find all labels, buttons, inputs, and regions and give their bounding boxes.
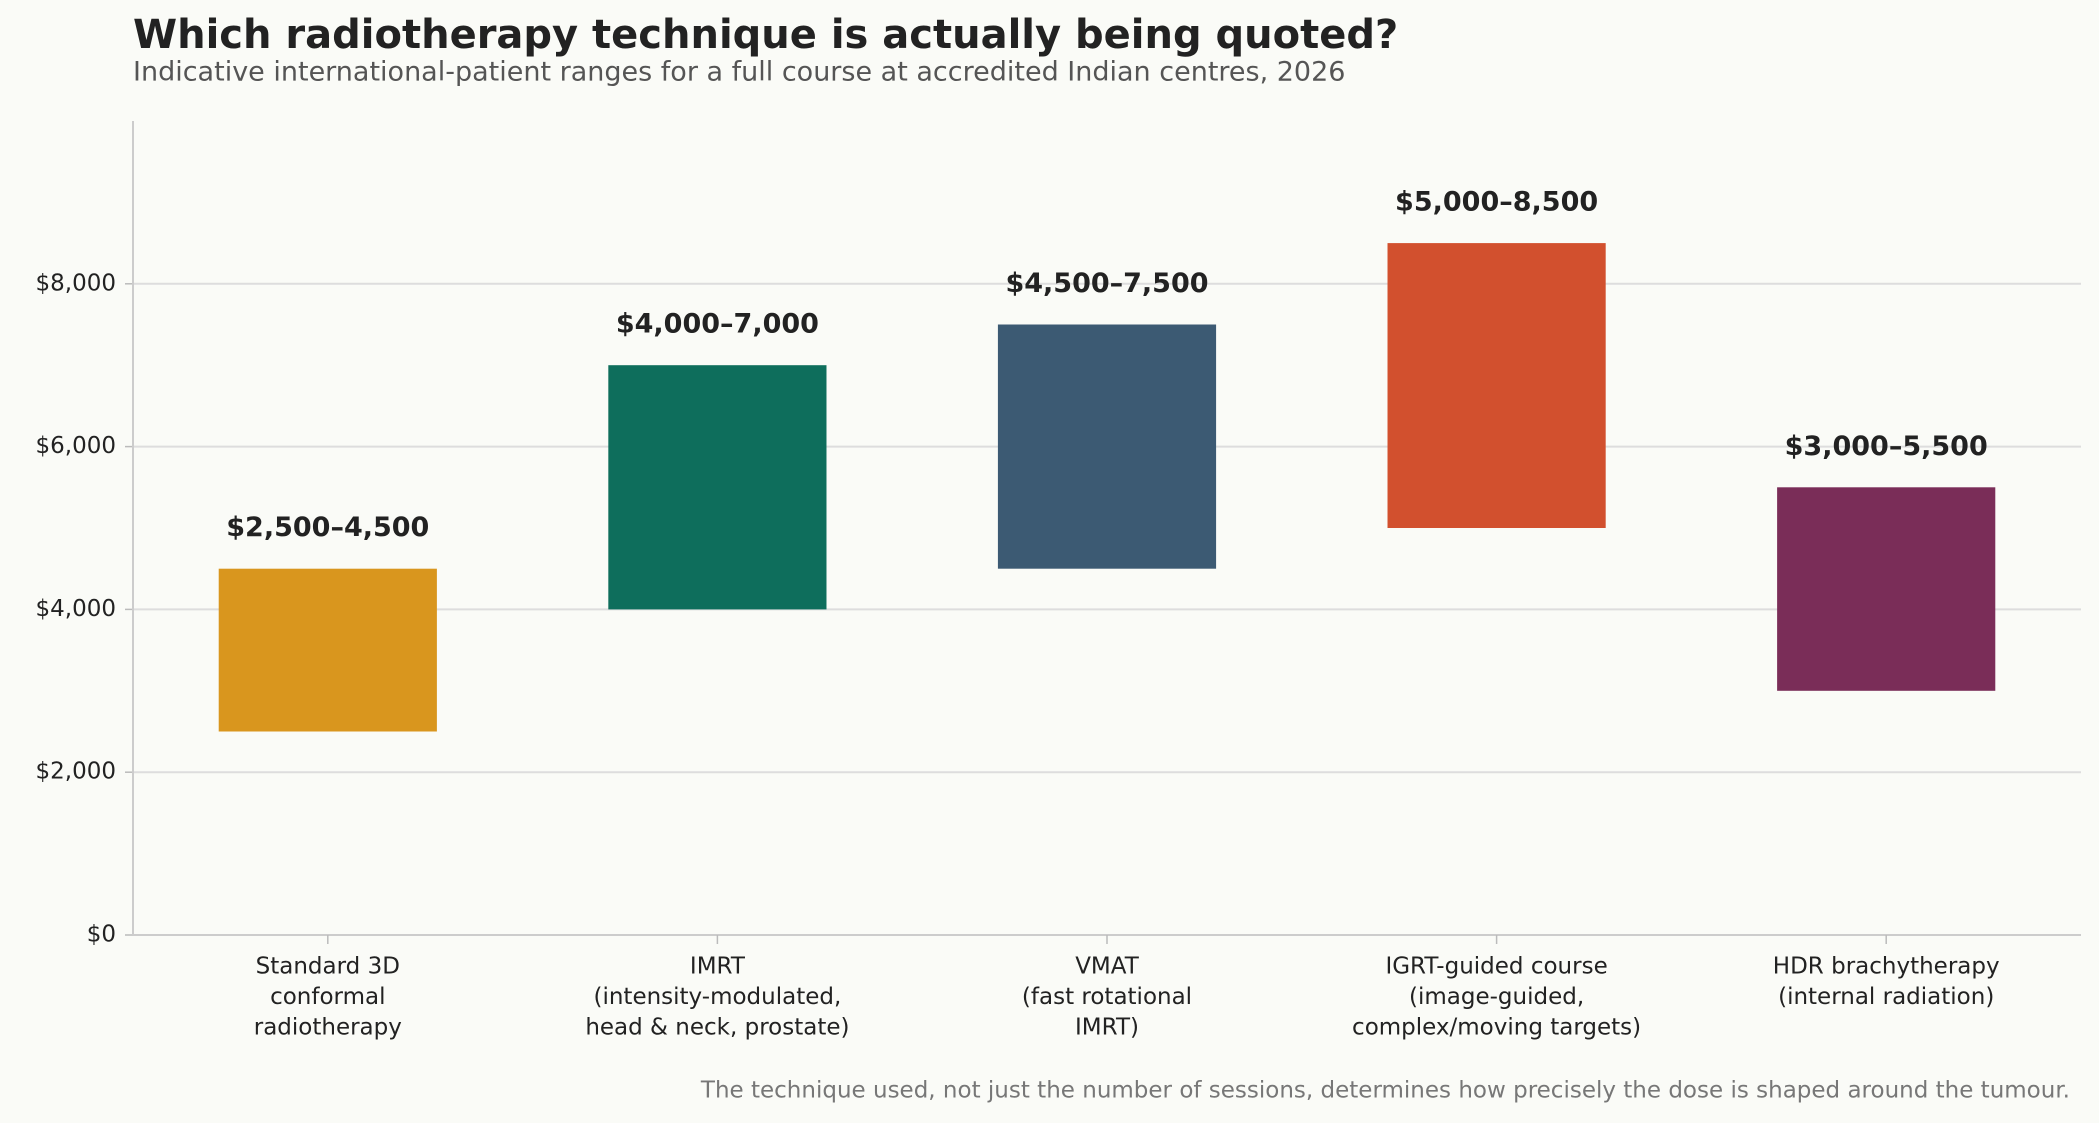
x-tick-label: head & neck, prostate): [585, 1015, 849, 1041]
x-tick-label: (image-guided,: [1409, 984, 1584, 1010]
y-tick-label: $6,000: [36, 433, 116, 459]
x-tick-label: HDR brachytherapy: [1773, 954, 2000, 980]
x-tick-label: IMRT: [690, 954, 746, 980]
bar: [1777, 487, 1996, 691]
x-tick-label: IMRT): [1075, 1015, 1139, 1041]
value-label: $2,500–4,500: [226, 512, 429, 543]
bar: [608, 365, 827, 610]
y-tick-label: $4,000: [36, 596, 116, 622]
bar: [997, 324, 1217, 569]
x-tick-label: (internal radiation): [1778, 984, 1994, 1010]
x-tick-label: conformal: [270, 984, 385, 1010]
chart-title: Which radiotherapy technique is actually…: [133, 12, 1398, 58]
footnote: The technique used, not just the number …: [700, 1078, 2070, 1104]
x-tick-label: complex/moving targets): [1352, 1015, 1641, 1041]
x-tick-label: Standard 3D: [256, 954, 400, 980]
x-tick-label: IGRT-guided course: [1385, 954, 1607, 980]
y-tick-label: $0: [87, 922, 116, 948]
bar: [1387, 243, 1606, 528]
x-tick-label: VMAT: [1075, 954, 1140, 980]
bar: [218, 568, 437, 732]
chart-subtitle: Indicative international-patient ranges …: [133, 57, 1345, 88]
x-tick-label: radiotherapy: [254, 1015, 402, 1041]
y-tick-label: $8,000: [36, 270, 116, 296]
value-label: $4,500–7,500: [1005, 268, 1208, 299]
x-tick-label: (fast rotational: [1022, 984, 1192, 1010]
value-label: $3,000–5,500: [1785, 431, 1988, 462]
x-tick-label: (intensity-modulated,: [593, 984, 841, 1010]
value-label: $4,000–7,000: [616, 309, 819, 340]
y-tick-label: $2,000: [36, 759, 116, 785]
value-label: $5,000–8,500: [1395, 187, 1598, 218]
